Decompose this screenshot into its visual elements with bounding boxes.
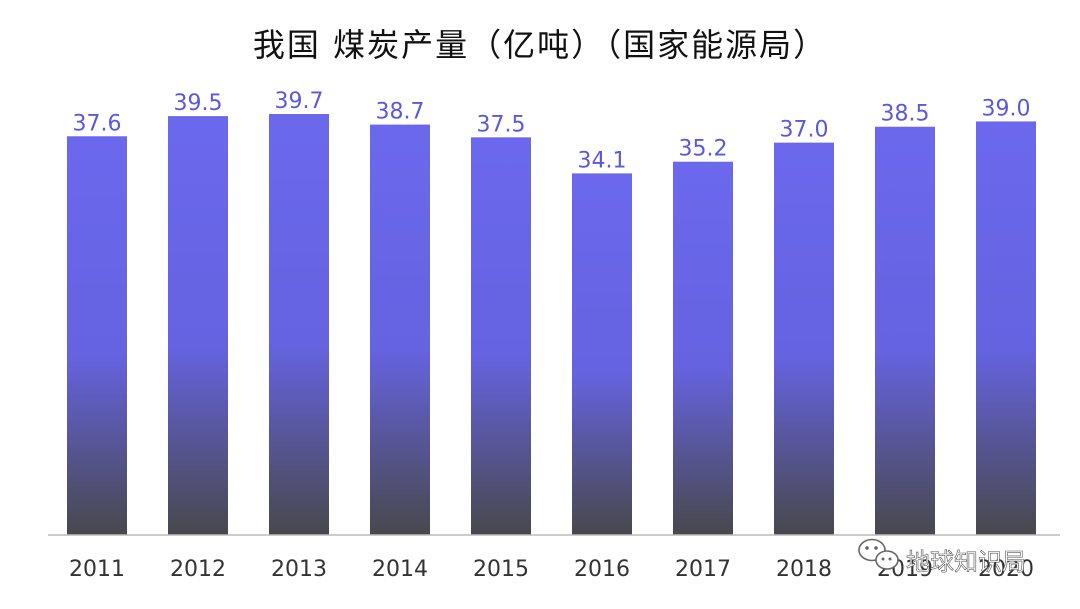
x-tick-label: 2015 bbox=[473, 557, 529, 582]
bars bbox=[67, 114, 1036, 536]
bar-2018 bbox=[774, 142, 834, 535]
value-label: 39.5 bbox=[174, 91, 223, 116]
bar-2015 bbox=[471, 137, 531, 536]
value-label: 35.2 bbox=[679, 137, 728, 162]
x-tick-label: 2017 bbox=[675, 557, 731, 582]
x-tick-label: 2011 bbox=[69, 557, 125, 582]
chart-title: 我国 煤炭产量（亿吨）（国家能源局） bbox=[253, 26, 827, 64]
x-axis-ticks: 2011 2012 2013 2014 2015 2016 2017 2018 2019 2020 bbox=[69, 557, 1034, 582]
value-label: 38.5 bbox=[881, 102, 930, 127]
wechat-icon bbox=[858, 538, 899, 570]
x-tick-label: 2016 bbox=[574, 557, 630, 582]
bar-2017 bbox=[673, 161, 733, 535]
x-tick-label: 2014 bbox=[372, 557, 428, 582]
bar-2014 bbox=[370, 124, 430, 536]
x-tick-label: 2018 bbox=[776, 557, 832, 582]
bar-2020 bbox=[976, 121, 1036, 536]
value-label: 39.0 bbox=[982, 96, 1031, 121]
value-label: 34.1 bbox=[578, 148, 627, 173]
bar-2016 bbox=[572, 173, 632, 536]
x-tick-label: 2012 bbox=[170, 557, 226, 582]
value-label: 39.7 bbox=[275, 89, 324, 114]
x-tick-label: 2013 bbox=[271, 557, 327, 582]
watermark-text: 地球知识局 bbox=[906, 548, 1026, 576]
bar-2019 bbox=[875, 126, 935, 536]
bar-2012 bbox=[168, 116, 228, 535]
watermark: 地球知识局 bbox=[858, 538, 1026, 576]
x-tick-label: 2020 bbox=[978, 557, 1034, 582]
value-label: 38.7 bbox=[376, 100, 425, 125]
value-label: 37.5 bbox=[477, 112, 526, 137]
bar-2013 bbox=[269, 114, 329, 535]
bar-2011 bbox=[67, 136, 127, 535]
value-label: 37.0 bbox=[780, 118, 829, 143]
value-labels: 37.6 39.5 39.7 38.7 37.5 34.1 35.2 37.0 38.5 39.0 bbox=[73, 89, 1031, 173]
value-label: 37.6 bbox=[73, 111, 122, 136]
